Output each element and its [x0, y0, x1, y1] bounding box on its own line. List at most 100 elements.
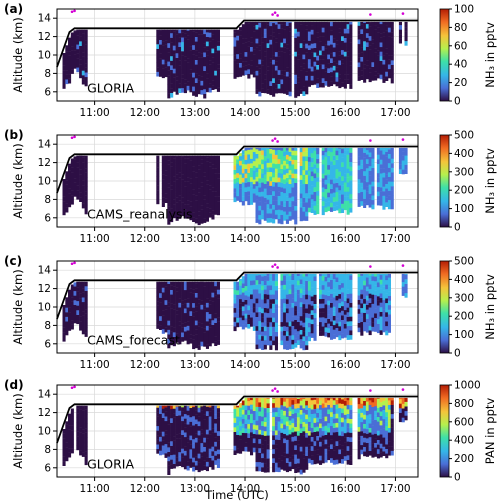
heatmap-cell: [330, 207, 334, 212]
heatmap-cell: [214, 441, 218, 447]
heatmap-cell: [280, 182, 284, 188]
heatmap-cell: [390, 60, 394, 65]
heatmap-cell: [164, 161, 168, 167]
heatmap-cell: [404, 150, 408, 156]
heatmap-cell: [376, 46, 380, 51]
colorbar-tick-label: 20: [454, 77, 467, 89]
heatmap-cell: [363, 405, 367, 411]
heatmap-cell: [376, 50, 380, 56]
heatmap-cell: [159, 413, 163, 419]
heatmap-cell: [263, 197, 267, 203]
heatmap-cell: [263, 211, 267, 217]
heatmap-cell: [401, 147, 405, 152]
heatmap-cell: [161, 440, 165, 446]
marker-point: [276, 266, 279, 269]
heatmap-cell: [68, 46, 72, 52]
heatmap-cell: [250, 46, 254, 52]
heatmap-cell: [374, 21, 378, 26]
heatmap-cell: [288, 59, 292, 65]
heatmap-cell: [211, 177, 215, 183]
heatmap-cell: [239, 44, 243, 50]
heatmap-cell: [296, 326, 300, 332]
heatmap-cell: [330, 151, 334, 157]
heatmap-cell: [321, 285, 325, 290]
heatmap-cell: [371, 52, 375, 58]
heatmap-cell: [319, 59, 323, 65]
heatmap-cell: [310, 277, 314, 283]
heatmap-cell: [357, 276, 361, 282]
heatmap-cell: [79, 178, 83, 184]
heatmap-cell: [263, 202, 267, 207]
heatmap-cell: [283, 89, 287, 94]
heatmap-cell: [244, 191, 248, 197]
heatmap-cell: [272, 172, 276, 178]
heatmap-cell: [81, 42, 85, 48]
heatmap-cell: [84, 204, 88, 210]
heatmap-cell: [200, 465, 204, 471]
heatmap-cell: [175, 328, 179, 334]
heatmap-cell: [338, 153, 342, 158]
heatmap-cell: [313, 436, 317, 442]
heatmap-cell: [299, 75, 303, 81]
heatmap-cell: [186, 177, 190, 182]
heatmap-cell: [167, 164, 171, 170]
heatmap-cell: [186, 195, 190, 201]
heatmap-cell: [181, 206, 185, 212]
heatmap-cell: [376, 314, 380, 320]
heatmap-cell: [379, 330, 383, 335]
heatmap-cell: [294, 426, 298, 432]
heatmap-cell: [244, 428, 248, 434]
heatmap-cell: [360, 201, 364, 206]
heatmap-cell: [186, 424, 190, 430]
heatmap-cell: [178, 46, 182, 52]
heatmap-cell: [255, 298, 259, 304]
heatmap-cell: [363, 166, 367, 172]
heatmap-cell: [332, 74, 336, 80]
heatmap-cell: [313, 294, 317, 300]
heatmap-cell: [62, 336, 66, 342]
heatmap-cell: [216, 408, 220, 413]
heatmap-cell: [203, 328, 207, 333]
heatmap-cell: [335, 445, 339, 451]
heatmap-cell: [379, 191, 383, 197]
heatmap-cell: [299, 437, 303, 443]
heatmap-cell: [283, 179, 287, 184]
heatmap-cell: [363, 152, 367, 158]
heatmap-cell: [178, 429, 182, 434]
heatmap-cell: [343, 437, 347, 443]
heatmap-cell: [266, 147, 270, 150]
heatmap-cell: [197, 61, 201, 67]
heatmap-cell: [156, 57, 160, 63]
heatmap-cell: [65, 203, 69, 208]
heatmap-cell: [239, 58, 243, 63]
heatmap-cell: [401, 277, 405, 283]
heatmap-cell: [170, 155, 174, 158]
heatmap-cell: [161, 54, 165, 60]
heatmap-cell: [216, 412, 220, 418]
heatmap-cell: [189, 440, 193, 445]
heatmap-cell: [387, 73, 391, 79]
heatmap-cell: [167, 192, 171, 198]
heatmap-cell: [250, 163, 254, 168]
heatmap-cell: [233, 317, 237, 322]
heatmap-cell: [310, 208, 314, 213]
heatmap-cell: [277, 51, 281, 57]
heatmap-cell: [197, 197, 201, 203]
heatmap-cell: [214, 295, 218, 300]
heatmap-cell: [216, 182, 220, 188]
heatmap-cell: [208, 286, 212, 292]
heatmap-cell: [241, 182, 245, 188]
heatmap-cell: [266, 66, 270, 71]
heatmap-cell: [365, 65, 369, 70]
heatmap-cell: [65, 175, 69, 181]
heatmap-cell: [263, 70, 267, 75]
heatmap-cell: [68, 312, 72, 317]
heatmap-cell: [296, 63, 300, 69]
heatmap-cell: [167, 155, 171, 161]
heatmap-cell: [324, 322, 328, 328]
heatmap-cell: [239, 39, 243, 45]
heatmap-cell: [305, 211, 309, 217]
heatmap-cell: [183, 69, 187, 75]
heatmap-cell: [376, 328, 380, 334]
heatmap-cell: [379, 397, 383, 403]
